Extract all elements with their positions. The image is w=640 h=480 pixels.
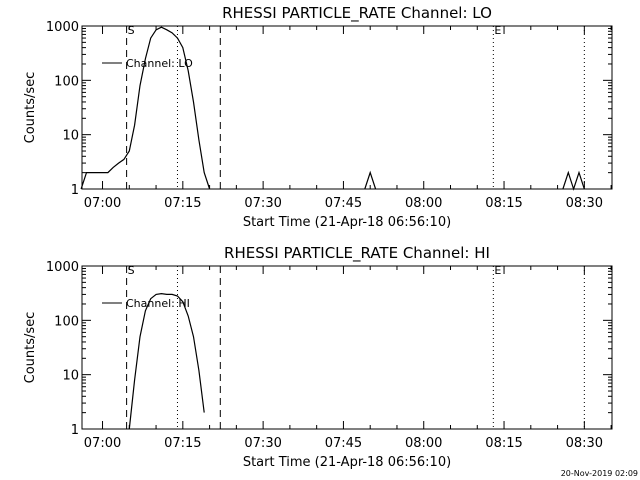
- x-tick-label: 08:30: [566, 436, 603, 451]
- x-tick-label: 07:15: [164, 196, 201, 211]
- plot-frame: [81, 265, 613, 430]
- x-axis-label: Start Time (21-Apr-18 06:56:10): [243, 455, 451, 470]
- time-marker-label: E: [494, 264, 501, 277]
- y-tick-label: 100: [54, 74, 79, 89]
- chart-title: RHESSI PARTICLE_RATE Channel: HI: [224, 244, 490, 263]
- y-tick-label: 100: [54, 314, 79, 329]
- plot-frame: [81, 25, 613, 190]
- legend-label: Channel: LO: [126, 57, 193, 70]
- x-tick-label: 07:30: [244, 436, 281, 451]
- time-marker-label: E: [494, 24, 501, 37]
- x-tick-label: 08:00: [405, 196, 442, 211]
- footer-timestamp: 20-Nov-2019 02:09: [561, 469, 638, 478]
- y-axis-label: Counts/sec: [23, 312, 38, 384]
- y-tick-label: 1000: [46, 20, 79, 35]
- data-series-line: [128, 292, 205, 430]
- legend-label: Channel: HI: [126, 297, 190, 310]
- x-tick-label: 07:00: [84, 196, 121, 211]
- time-marker-label: S: [128, 24, 135, 37]
- data-series-line: [562, 170, 585, 191]
- x-tick-label: 08:30: [566, 196, 603, 211]
- x-tick-label: 07:30: [244, 196, 281, 211]
- y-tick-label: 1: [71, 183, 79, 198]
- x-tick-label: 07:15: [164, 436, 201, 451]
- x-tick-label: 07:00: [84, 436, 121, 451]
- x-tick-label: 08:15: [485, 436, 522, 451]
- y-axis-label: Counts/sec: [23, 72, 38, 144]
- x-tick-label: 07:45: [325, 196, 362, 211]
- x-tick-label: 08:15: [485, 196, 522, 211]
- lo-channel-panel: RHESSI PARTICLE_RATE Channel: LO 07:00 07:…: [23, 4, 613, 230]
- chart-title: RHESSI PARTICLE_RATE Channel: LO: [222, 4, 492, 23]
- data-series-line: [364, 170, 377, 190]
- y-tick-label: 10: [62, 129, 79, 144]
- hi-channel-panel: RHESSI PARTICLE_RATE Channel: HI 07:00 07:…: [23, 244, 613, 470]
- y-tick-label: 1: [71, 423, 79, 438]
- y-tick-label: 10: [62, 369, 79, 384]
- x-axis-label: Start Time (21-Apr-18 06:56:10): [243, 215, 451, 230]
- x-tick-label: 07:45: [325, 436, 362, 451]
- time-marker-label: S: [128, 264, 135, 277]
- data-series-line: [80, 26, 211, 190]
- x-tick-label: 08:00: [405, 436, 442, 451]
- y-tick-label: 1000: [46, 260, 79, 275]
